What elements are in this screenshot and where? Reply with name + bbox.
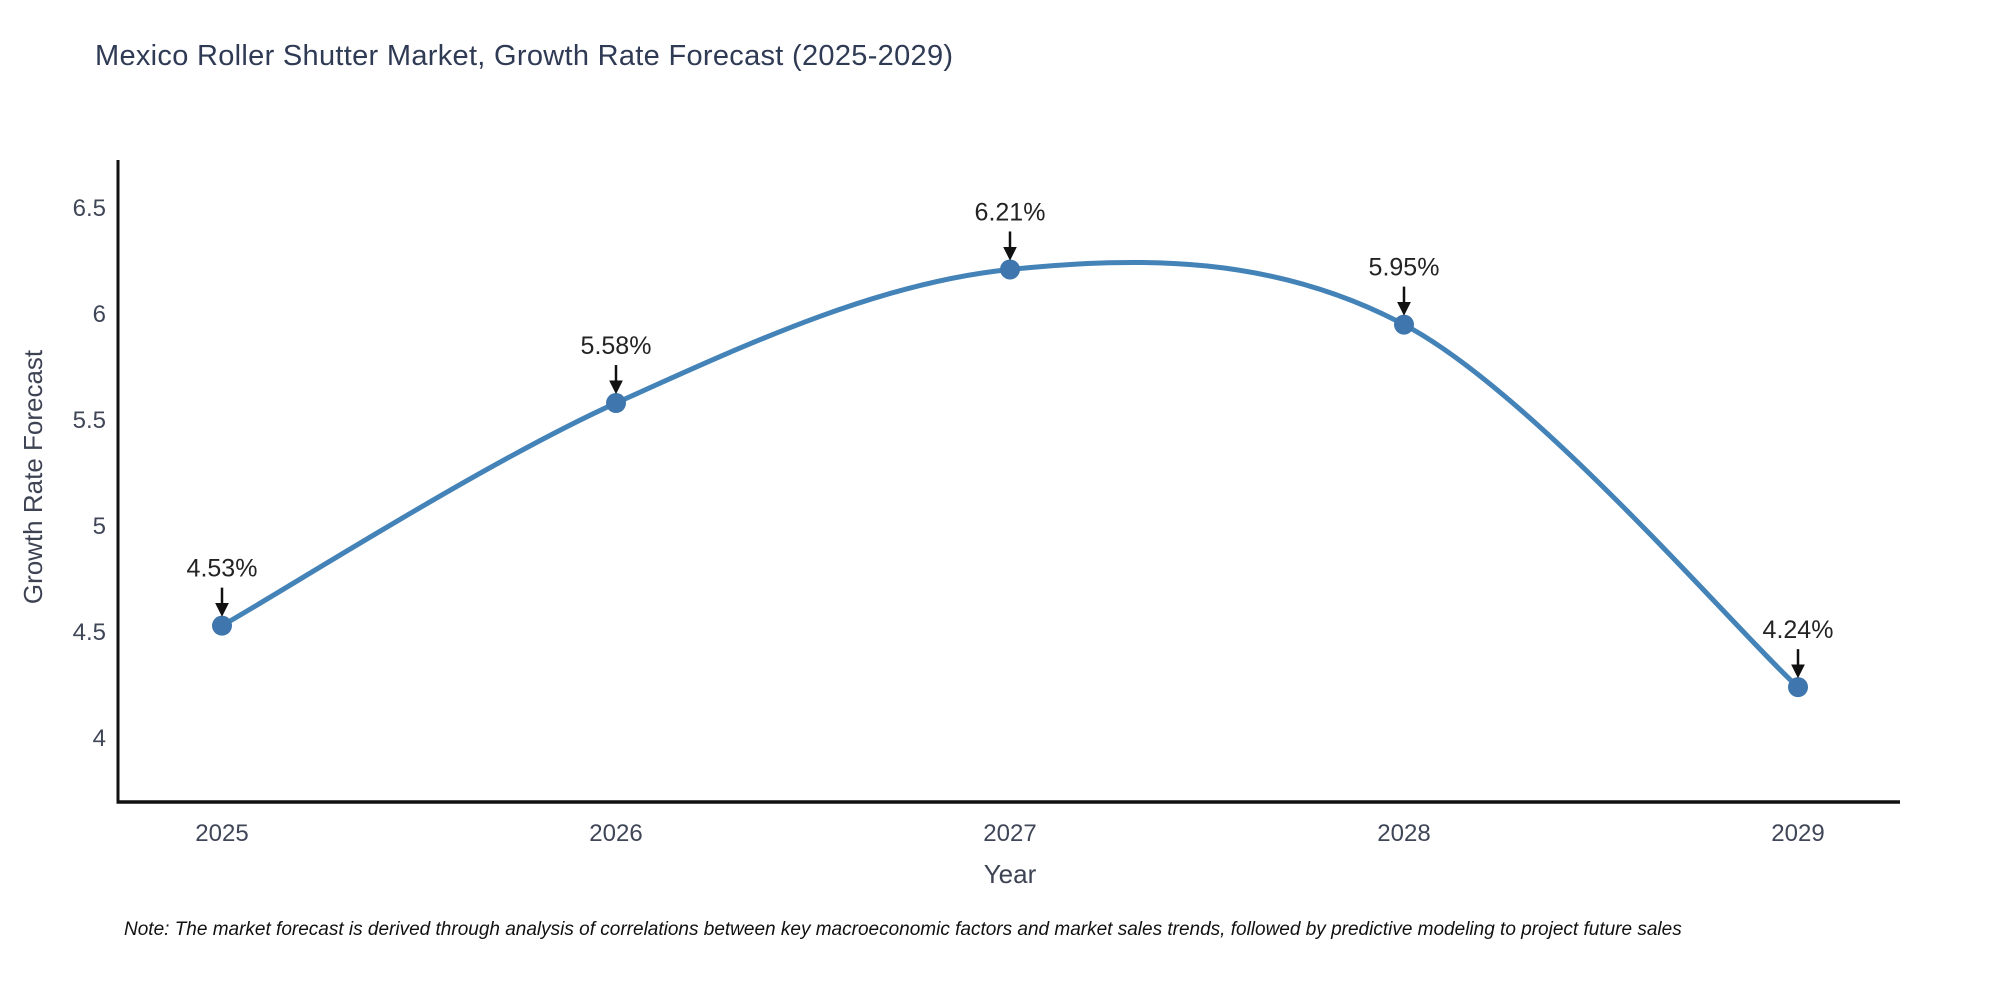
data-point-label: 5.95% (1369, 254, 1440, 282)
x-tick-label: 2025 (195, 820, 248, 847)
footnote: Note: The market forecast is derived thr… (124, 919, 1682, 940)
data-point-marker (1788, 677, 1808, 698)
data-point-marker (1000, 259, 1020, 280)
x-tick-label: 2026 (589, 820, 642, 847)
y-tick-label: 6.5 (73, 195, 106, 222)
chart-title: Mexico Roller Shutter Market, Growth Rat… (95, 40, 954, 72)
y-tick-label: 5.5 (73, 407, 106, 434)
data-point-label: 5.58% (581, 332, 652, 360)
y-tick-label: 5 (93, 513, 106, 540)
y-tick-label: 4.5 (73, 619, 106, 646)
data-point-label: 6.21% (975, 198, 1046, 226)
x-axis-title: Year (984, 859, 1037, 889)
forecast-line (219, 259, 1801, 690)
data-point-marker (606, 393, 626, 414)
data-point-label: 4.24% (1763, 616, 1834, 644)
y-tick-label: 6 (93, 301, 106, 328)
x-tick-label: 2027 (983, 820, 1036, 847)
x-tick-label: 2029 (1771, 820, 1824, 847)
y-axis-title: Growth Rate Forecast (18, 349, 48, 604)
y-tick-label: 4 (93, 725, 106, 752)
data-point-marker (212, 615, 232, 636)
data-point-marker (1394, 314, 1414, 335)
x-tick-label: 2028 (1377, 820, 1430, 847)
data-point-label: 4.53% (187, 555, 258, 583)
